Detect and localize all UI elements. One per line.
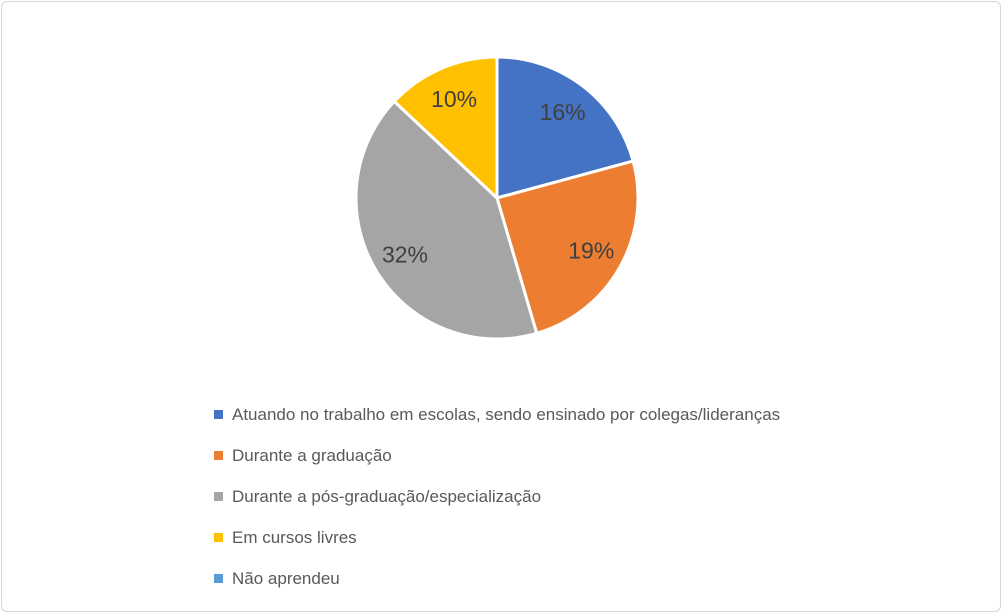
slice-data-label: 19% [568,238,614,264]
pie-slice-2 [495,159,640,335]
pie-slice-4 [392,55,499,200]
legend-swatch-icon [214,533,223,542]
legend-swatch-icon [214,410,223,419]
slice-data-label: 10% [431,86,477,112]
pie-chart: 16% 19% 32% 10% [354,55,640,341]
legend-label: Em cursos livres [232,528,357,547]
legend-label: Durante a graduação [232,446,392,465]
legend-swatch-icon [214,574,223,583]
slice-data-label: 16% [540,99,586,125]
legend-label: Atuando no trabalho em escolas, sendo en… [232,405,781,424]
pie-slice-3 [354,99,539,341]
legend-label: Não aprendeu [232,569,340,588]
legend-item-5: Não aprendeu [214,568,780,589]
legend-item-1: Atuando no trabalho em escolas, sendo en… [214,404,780,425]
pie-slice-1 [495,55,635,200]
slice-data-label: 32% [382,242,428,268]
legend-swatch-icon [214,451,223,460]
legend-item-2: Durante a graduação [214,445,780,466]
legend: Atuando no trabalho em escolas, sendo en… [214,404,780,589]
legend-item-4: Em cursos livres [214,527,780,548]
legend-item-3: Durante a pós-graduação/especialização [214,486,780,507]
legend-swatch-icon [214,492,223,501]
legend-label: Durante a pós-graduação/especialização [232,487,542,506]
